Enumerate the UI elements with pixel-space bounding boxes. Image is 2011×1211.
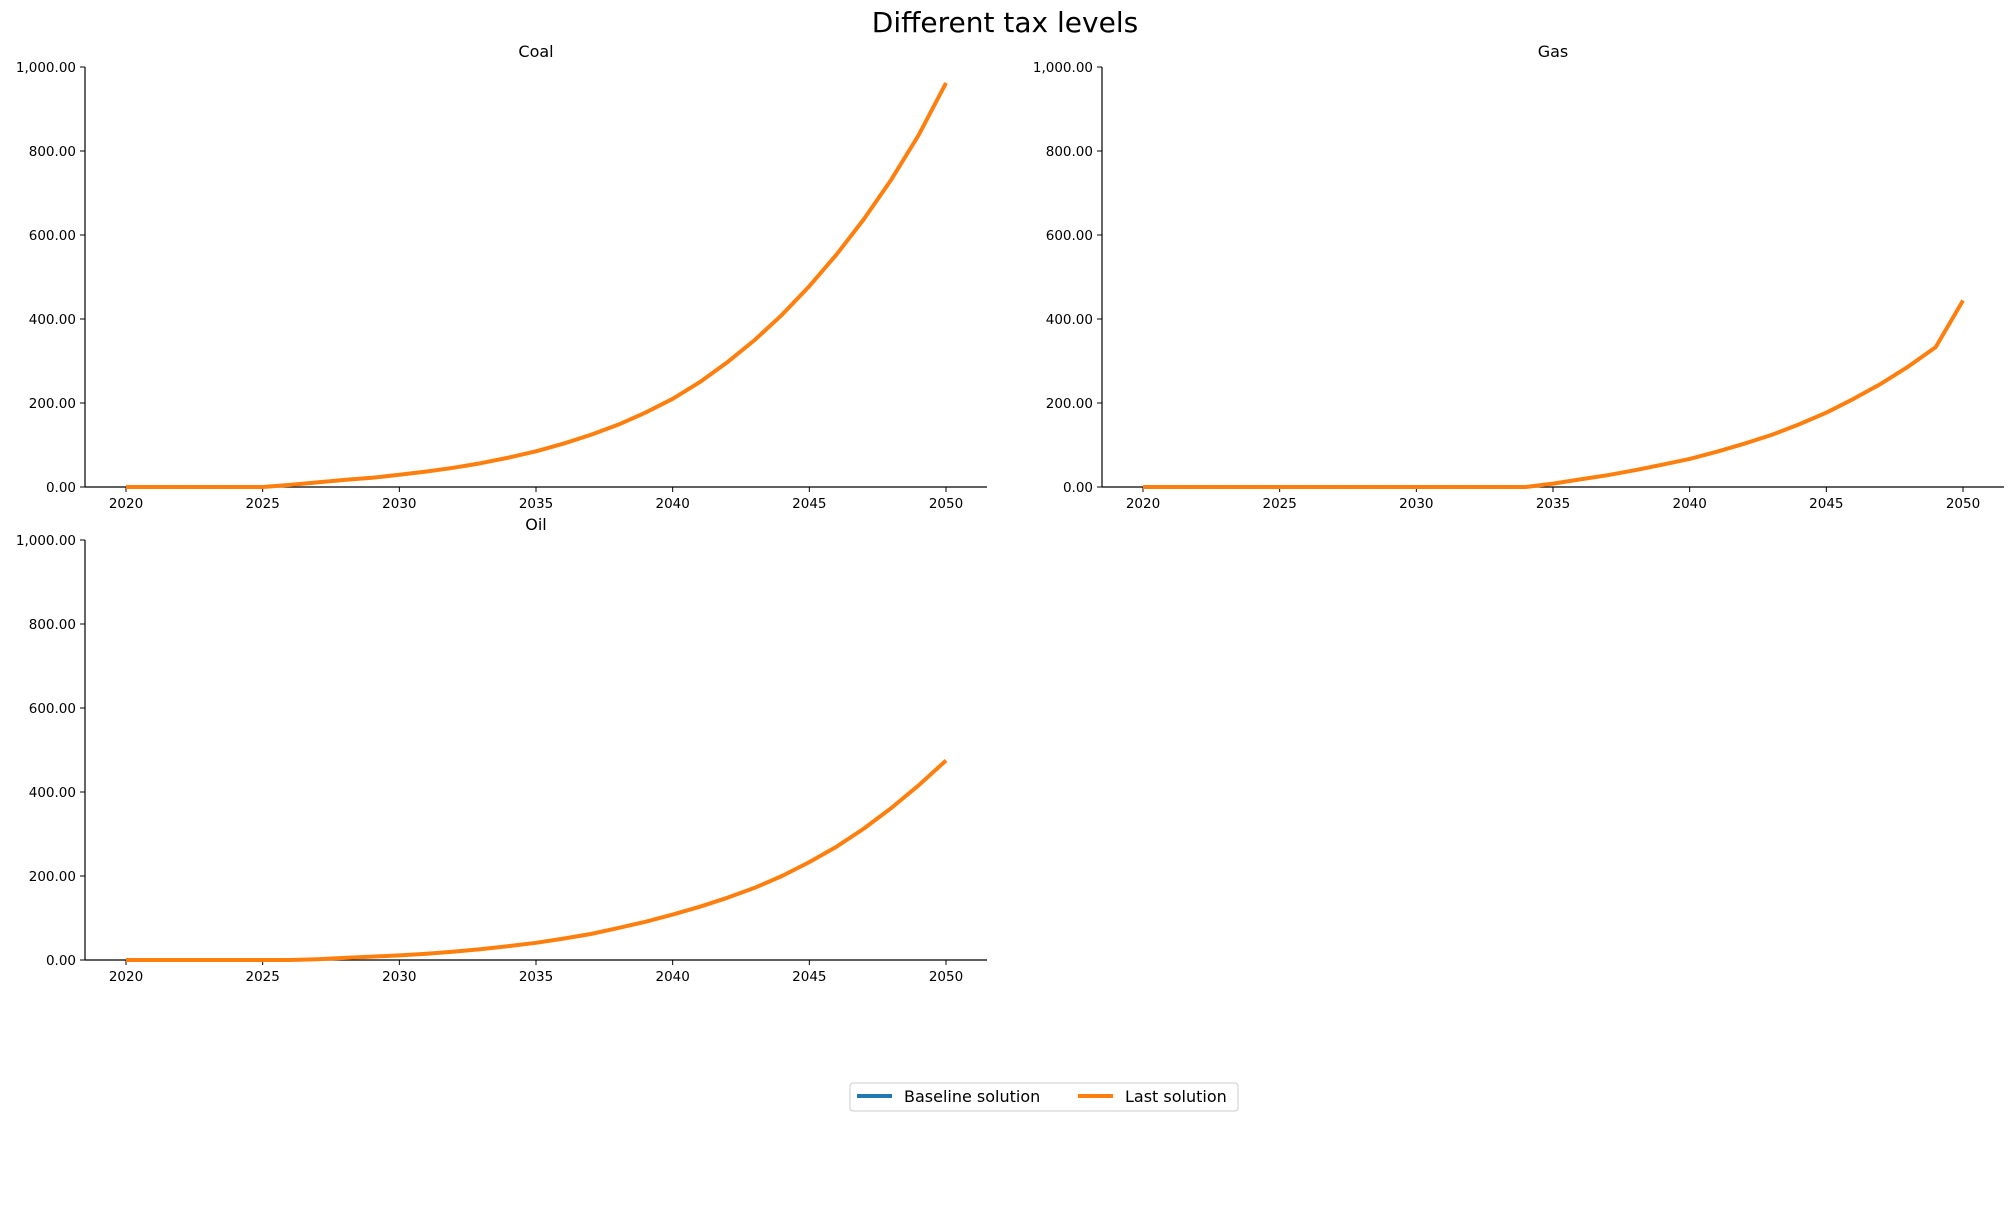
panel-oil: Oil 2020 2025 2030 2035 2040 2045 2050 0.00 200.0…	[16, 515, 987, 985]
x-tick-label-gas: 2025	[1262, 496, 1296, 512]
series-line-last-solution-gas	[1143, 299, 1965, 489]
x-tick-label-gas: 2035	[1536, 496, 1570, 512]
x-tick-label-coal: 2035	[519, 496, 553, 512]
panels: Coal 2020 2025 2030 2035 2040 2045 2050 0.00 200.…	[16, 42, 2004, 985]
y-tick-label-coal: 600.00	[29, 228, 76, 244]
y-tick-label-gas: 200.00	[1046, 396, 1093, 412]
x-tick-label-coal: 2025	[245, 496, 279, 512]
y-tick-label-coal: 200.00	[29, 396, 76, 412]
panel-gas: Gas 2020 2025 2030 2035 2040 2045 2050 0.00 200.0…	[1033, 42, 2004, 512]
legend-label-last: Last solution	[1125, 1087, 1227, 1106]
x-tick-label-oil: 2030	[382, 969, 416, 985]
series-line-last-solution-coal	[126, 82, 948, 489]
x-tick-label-oil: 2020	[109, 969, 143, 985]
legend-frame	[849, 1082, 1239, 1112]
y-tick-label-oil: 1,000.00	[16, 533, 76, 549]
legend-label-baseline: Baseline solution	[904, 1087, 1040, 1106]
y-tick-label-coal: 800.00	[29, 144, 76, 160]
x-tick-label-gas: 2020	[1126, 496, 1160, 512]
y-tick-label-oil: 600.00	[29, 701, 76, 717]
series-line-last-solution-oil	[126, 759, 948, 962]
x-tick-label-gas: 2050	[1946, 496, 1980, 512]
panel-title-coal: Coal	[518, 42, 553, 61]
x-tick-label-oil: 2040	[655, 969, 689, 985]
x-tick-label-gas: 2030	[1399, 496, 1433, 512]
x-tick-label-gas: 2045	[1809, 496, 1843, 512]
x-tick-label-oil: 2025	[245, 969, 279, 985]
x-tick-label-oil: 2035	[519, 969, 553, 985]
y-tick-label-oil: 800.00	[29, 617, 76, 633]
legend: Baseline solution Last solution	[849, 1082, 1239, 1112]
y-tick-label-coal: 1,000.00	[16, 60, 76, 76]
panel-title-oil: Oil	[525, 515, 546, 534]
y-tick-label-oil: 200.00	[29, 869, 76, 885]
panel-coal: Coal 2020 2025 2030 2035 2040 2045 2050 0.00 200.…	[16, 42, 987, 512]
x-tick-label-oil: 2050	[929, 969, 963, 985]
x-tick-label-gas: 2040	[1672, 496, 1706, 512]
y-tick-label-gas: 800.00	[1046, 144, 1093, 160]
x-tick-label-oil: 2045	[792, 969, 826, 985]
y-tick-label-coal: 0.00	[46, 480, 76, 496]
y-tick-label-oil: 400.00	[29, 785, 76, 801]
x-tick-label-coal: 2040	[655, 496, 689, 512]
panel-title-gas: Gas	[1538, 42, 1569, 61]
y-tick-label-gas: 0.00	[1063, 480, 1093, 496]
y-tick-label-gas: 400.00	[1046, 312, 1093, 328]
x-tick-label-coal: 2045	[792, 496, 826, 512]
figure-title: Different tax levels	[872, 6, 1138, 39]
y-tick-label-coal: 400.00	[29, 312, 76, 328]
y-tick-label-gas: 1,000.00	[1033, 60, 1093, 76]
x-tick-label-coal: 2030	[382, 496, 416, 512]
y-tick-label-gas: 600.00	[1046, 228, 1093, 244]
x-tick-label-coal: 2050	[929, 496, 963, 512]
y-tick-label-oil: 0.00	[46, 953, 76, 969]
x-tick-label-coal: 2020	[109, 496, 143, 512]
